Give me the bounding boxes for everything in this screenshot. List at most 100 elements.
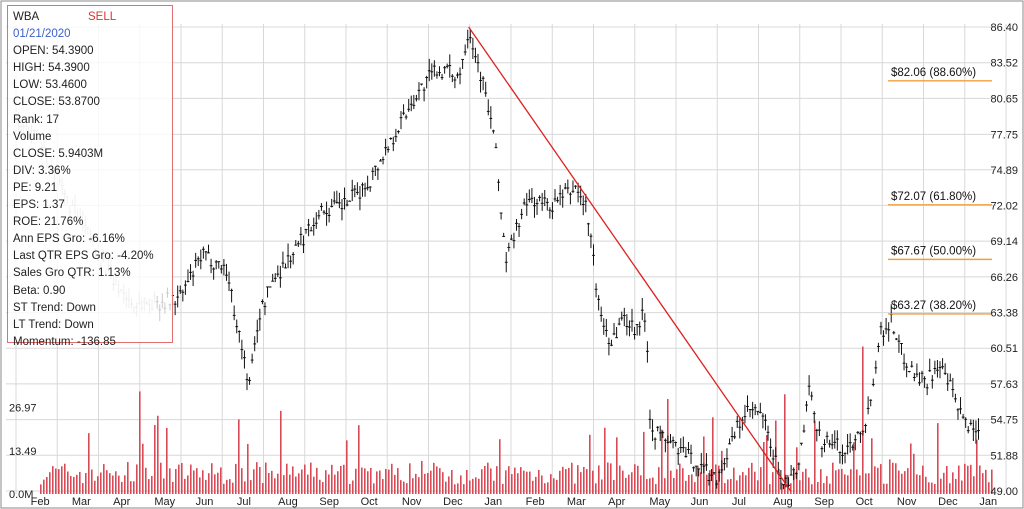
volume-bar: [367, 471, 369, 494]
volume-bar: [844, 474, 846, 494]
info-panel: WBA SELL 01/21/2020 OPEN: 54.3900 HIGH: 5…: [7, 5, 173, 348]
info-line: CLOSE: 5.9403M: [13, 147, 104, 160]
volume-bar: [70, 476, 72, 494]
volume-bar: [868, 473, 870, 494]
info-line: LOW: 53.4600: [13, 79, 87, 92]
volume-bar: [337, 471, 339, 494]
volume-bar: [316, 467, 318, 494]
volume-bar: [769, 484, 771, 494]
volume-bar: [970, 464, 972, 494]
volume-bar: [592, 470, 594, 494]
volume-bar: [325, 470, 327, 494]
price-tick-label: 77.75: [990, 129, 1018, 141]
volume-tick-label: 0.0M: [9, 489, 33, 501]
volume-bar: [193, 470, 195, 494]
volume-bar: [715, 464, 717, 494]
info-header: WBA SELL: [13, 9, 172, 26]
time-axis: Feb Mar Apr May Jun Jul Aug Sep Oct Nov Dec Jan Feb M…: [31, 496, 998, 508]
volume-bar: [208, 473, 210, 494]
volume-bar: [793, 470, 795, 494]
volume-bar: [811, 484, 813, 494]
volume-bar: [295, 476, 297, 494]
volume-bar: [823, 483, 825, 494]
month-tick-label: May: [154, 496, 175, 508]
volume-bar: [760, 467, 762, 494]
volume-bar: [841, 468, 843, 494]
volume-bar: [847, 475, 849, 494]
volume-bar: [700, 472, 702, 494]
volume-bar: [376, 471, 378, 494]
volume-bar: [586, 469, 588, 494]
volume-bar: [403, 481, 405, 494]
volume-bar: [340, 465, 342, 494]
volume-bar: [973, 476, 975, 494]
volume-bar: [334, 474, 336, 494]
volume-bar: [529, 471, 531, 494]
volume-bar: [766, 434, 768, 494]
volume-bar: [835, 470, 837, 494]
volume-bar: [682, 468, 684, 494]
volume-bar: [142, 443, 144, 494]
price-tick-label: 72.02: [990, 200, 1018, 212]
volume-bar: [106, 470, 108, 494]
volume-bar: [583, 467, 585, 494]
volume-bar: [724, 483, 726, 494]
volume-bar: [79, 471, 81, 494]
volume-bar: [832, 462, 834, 494]
volume-bar: [430, 470, 432, 494]
volume-bar: [169, 468, 171, 494]
volume-bar: [922, 465, 924, 494]
volume-bar: [631, 472, 633, 494]
volume-bar: [406, 483, 408, 494]
volume-bar: [787, 475, 789, 494]
info-line: PE: 9.21: [13, 181, 58, 194]
volume-bar: [781, 482, 783, 494]
volume-bar: [979, 465, 981, 494]
info-line: Rank: 17: [13, 113, 60, 126]
volume-bar: [451, 470, 453, 494]
info-line: Sales Gro QTR: 1.13%: [13, 267, 131, 280]
volume-bar: [118, 475, 120, 494]
volume-bar: [127, 462, 129, 494]
month-tick-label: Jul: [732, 496, 746, 508]
volume-bar: [424, 473, 426, 494]
volume-bar: [673, 477, 675, 494]
volume-bar: [364, 468, 366, 494]
volume-bar: [985, 469, 987, 494]
volume-bar: [910, 443, 912, 494]
volume-bar: [241, 468, 243, 494]
volume-bar: [880, 464, 882, 494]
volume-bar: [472, 478, 474, 494]
info-line: Volume: [13, 130, 52, 143]
volume-bar: [544, 483, 546, 494]
volume-bar: [154, 425, 156, 494]
volume-bar: [949, 483, 951, 494]
volume-bar: [487, 462, 489, 494]
volume-bar: [214, 474, 216, 494]
volume-bar: [247, 443, 249, 494]
volume-bar: [217, 472, 219, 494]
volume-bar: [67, 471, 69, 494]
volume-bar: [76, 474, 78, 494]
volume-bar: [727, 479, 729, 494]
volume-bar: [661, 429, 663, 494]
trendline-group: [468, 26, 792, 492]
volume-bar: [94, 480, 96, 494]
price-axis: 86.40 83.52 80.65 77.75 74.89 72.02 69.14 66.26…: [990, 22, 1018, 498]
volume-bar: [439, 468, 441, 494]
volume-bar: [466, 470, 468, 494]
volume-bar: [670, 470, 672, 494]
volume-bar: [382, 479, 384, 494]
volume-bar: [859, 475, 861, 494]
volume-axis: 26.97 13.49 0.0M: [9, 403, 37, 501]
month-tick-label: Jun: [691, 496, 709, 508]
info-line: Momentum: -136.85: [13, 335, 116, 348]
volume-bar: [826, 476, 828, 494]
volume-bar: [934, 483, 936, 494]
volume-bar: [946, 466, 948, 494]
volume-bar: [184, 478, 186, 494]
volume-bar: [448, 476, 450, 494]
volume-bar: [517, 473, 519, 494]
month-tick-label: Oct: [361, 496, 378, 508]
month-tick-label: Mar: [72, 496, 91, 508]
